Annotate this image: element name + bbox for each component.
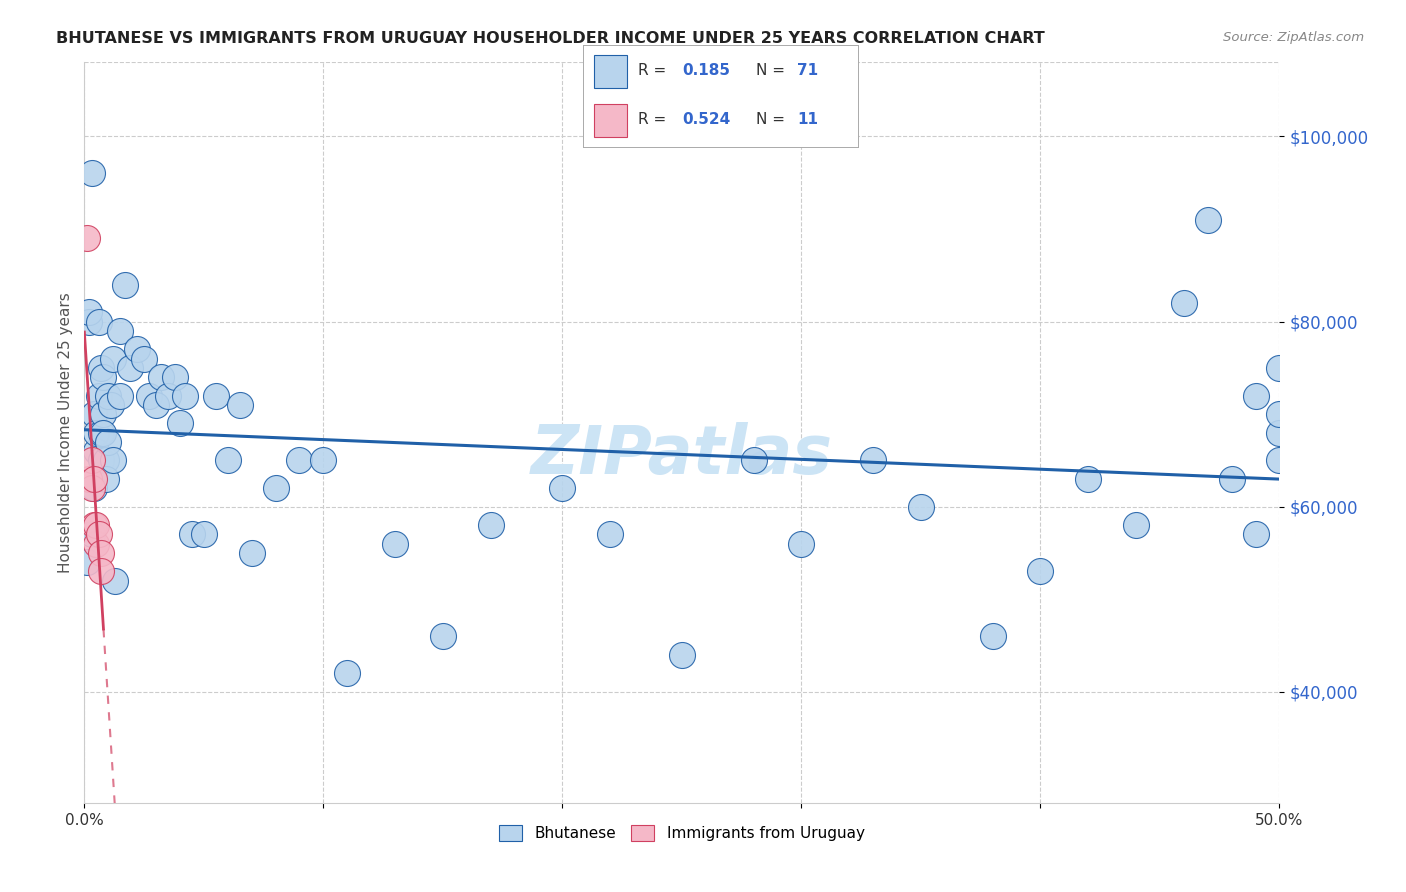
Point — [1268, 360, 1291, 375]
Point — [110, 388, 132, 402]
Point — [910, 500, 932, 514]
Point — [125, 343, 148, 357]
Point — [145, 398, 167, 412]
Point — [312, 453, 335, 467]
Point — [1029, 565, 1052, 579]
Point — [132, 351, 156, 366]
Bar — [595, 104, 627, 137]
Point — [90, 425, 112, 440]
Point — [80, 481, 103, 495]
Point — [76, 231, 98, 245]
Point — [193, 527, 215, 541]
Point — [288, 453, 311, 467]
Point — [1268, 407, 1291, 421]
Text: Source: ZipAtlas.com: Source: ZipAtlas.com — [1223, 31, 1364, 45]
Point — [149, 370, 172, 384]
Point — [229, 398, 252, 412]
Point — [83, 407, 105, 421]
Point — [114, 277, 136, 292]
Point — [1244, 388, 1267, 402]
Text: 0.185: 0.185 — [682, 63, 730, 78]
Y-axis label: Householder Income Under 25 years: Householder Income Under 25 years — [58, 293, 73, 573]
Point — [104, 574, 127, 588]
Point — [1125, 518, 1147, 533]
Point — [80, 527, 103, 541]
Point — [1077, 472, 1099, 486]
Point — [173, 388, 195, 402]
Point — [101, 351, 124, 366]
Point — [90, 360, 112, 375]
Text: N =: N = — [756, 63, 790, 78]
Point — [80, 166, 103, 180]
Point — [90, 453, 112, 467]
Point — [1244, 527, 1267, 541]
Point — [671, 648, 693, 662]
Text: 11: 11 — [797, 112, 818, 128]
Point — [336, 666, 359, 681]
Point — [1220, 472, 1243, 486]
Point — [1197, 212, 1219, 227]
Point — [1268, 425, 1291, 440]
Point — [181, 527, 204, 541]
Point — [83, 518, 105, 533]
Point — [100, 398, 122, 412]
Point — [97, 388, 120, 402]
Point — [97, 434, 120, 449]
Point — [93, 370, 115, 384]
Point — [264, 481, 287, 495]
Point — [77, 472, 100, 486]
Point — [93, 407, 115, 421]
Bar — [595, 55, 627, 87]
Text: R =: R = — [638, 63, 672, 78]
Point — [479, 518, 502, 533]
Point — [165, 370, 187, 384]
Point — [599, 527, 621, 541]
Point — [77, 314, 100, 328]
Point — [76, 555, 98, 569]
Text: 0.524: 0.524 — [682, 112, 731, 128]
Point — [217, 453, 239, 467]
Point — [981, 629, 1004, 643]
Point — [87, 527, 110, 541]
Point — [551, 481, 574, 495]
Point — [86, 425, 108, 440]
Text: N =: N = — [756, 112, 790, 128]
Point — [90, 565, 112, 579]
Point — [1173, 296, 1195, 310]
Point — [157, 388, 180, 402]
Point — [94, 453, 117, 467]
Point — [77, 305, 100, 319]
Point — [1268, 453, 1291, 467]
Point — [93, 425, 115, 440]
Point — [86, 518, 108, 533]
Point — [83, 472, 105, 486]
Point — [86, 444, 108, 458]
Point — [118, 360, 141, 375]
Point — [87, 314, 110, 328]
Point — [83, 481, 105, 495]
Point — [384, 536, 406, 550]
Point — [240, 546, 263, 560]
Text: BHUTANESE VS IMMIGRANTS FROM URUGUAY HOUSEHOLDER INCOME UNDER 25 YEARS CORRELATI: BHUTANESE VS IMMIGRANTS FROM URUGUAY HOU… — [56, 31, 1045, 46]
Point — [80, 453, 103, 467]
Point — [94, 472, 117, 486]
Text: ZIPatlas: ZIPatlas — [531, 422, 832, 488]
Point — [742, 453, 765, 467]
Point — [90, 546, 112, 560]
Point — [205, 388, 228, 402]
Text: 71: 71 — [797, 63, 818, 78]
Point — [138, 388, 160, 402]
Point — [86, 536, 108, 550]
Text: R =: R = — [638, 112, 672, 128]
Point — [110, 324, 132, 338]
Point — [87, 388, 110, 402]
Point — [101, 453, 124, 467]
Point — [432, 629, 454, 643]
Legend: Bhutanese, Immigrants from Uruguay: Bhutanese, Immigrants from Uruguay — [494, 819, 870, 847]
Point — [790, 536, 813, 550]
Point — [862, 453, 884, 467]
Point — [169, 417, 191, 431]
